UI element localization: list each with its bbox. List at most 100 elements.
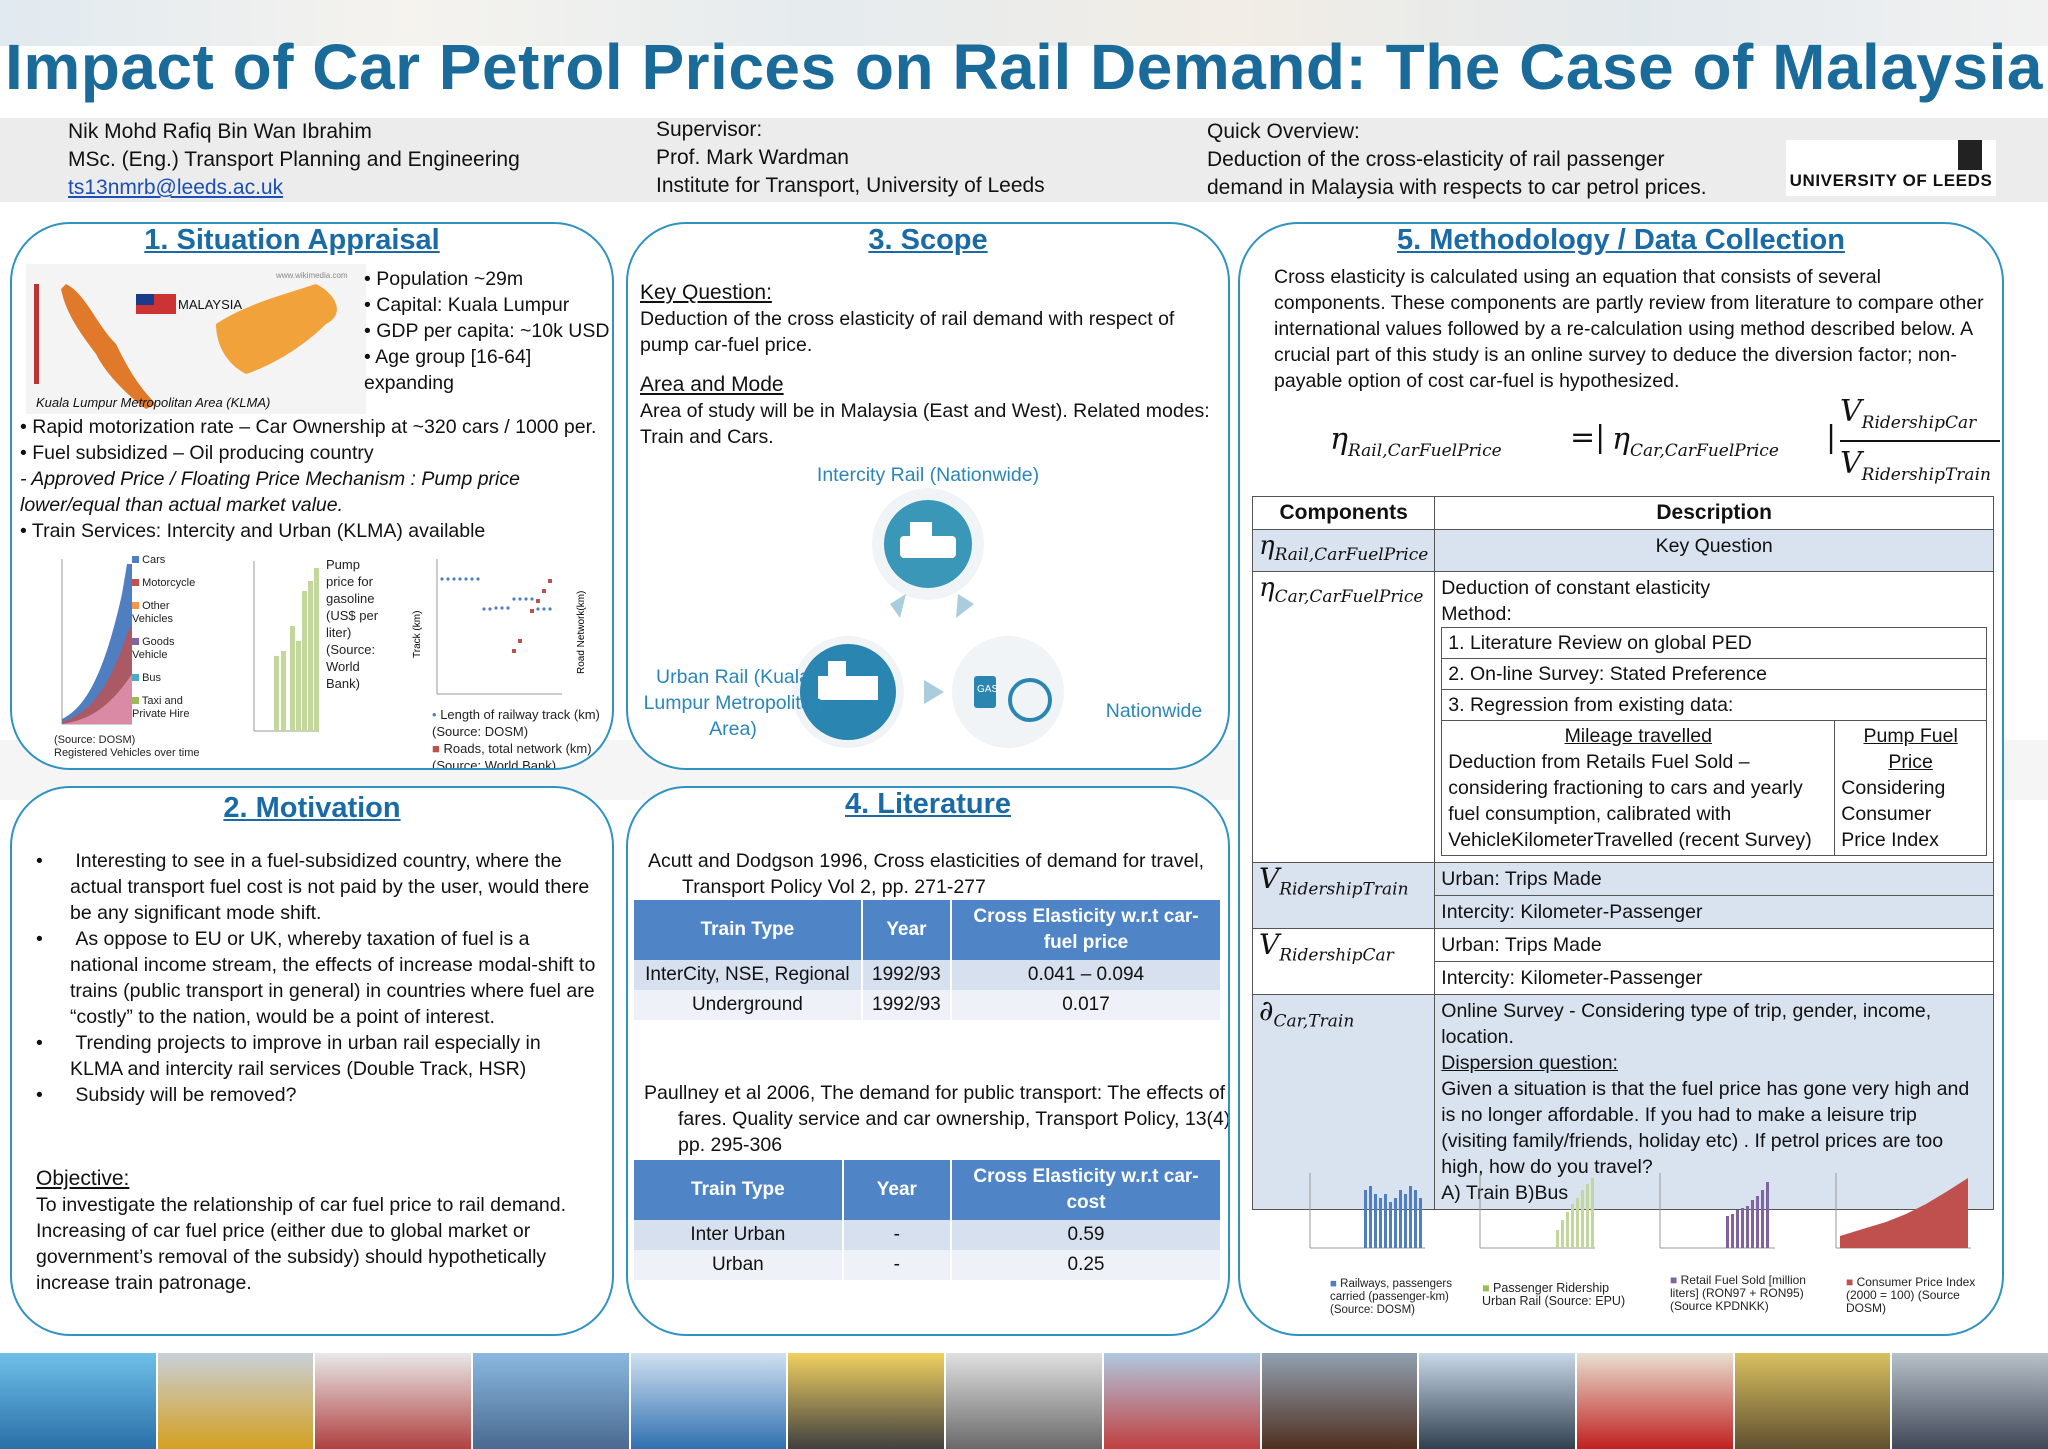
bullet-train: • Train Services: Intercity and Urban (K… bbox=[20, 520, 486, 542]
motivation-bullets: • Interesting to see in a fuel-subsidize… bbox=[36, 848, 596, 1108]
t2-header-elasticity: Cross Elasticity w.r.t car-cost bbox=[950, 1160, 1223, 1220]
author-degree: MSc. (Eng.) Transport Planning and Engin… bbox=[68, 148, 520, 171]
objective-text: To investigate the relationship of car f… bbox=[36, 1194, 567, 1294]
poster-title: Impact of Car Petrol Prices on Rail Dema… bbox=[5, 31, 2043, 103]
key-question-label: Key Question: bbox=[640, 281, 772, 304]
mini-legend-railways: ■ Railways, passengers carried (passenge… bbox=[1330, 1278, 1453, 1316]
scope-text: Key Question: Deduction of the cross ela… bbox=[640, 280, 1220, 450]
network-chart-svg: Track (km) Road Network(km) bbox=[412, 559, 587, 695]
facts-list: • Population ~29m • Capital: Kuala Lumpu… bbox=[364, 266, 610, 396]
vc-intercity: Intercity: Kilometer-Passenger bbox=[1441, 967, 1703, 990]
registered-vehicles-chart: Cars Motorcycle Other Vehicles Goods Veh… bbox=[32, 554, 202, 764]
t1-header-year: Year bbox=[861, 900, 952, 960]
objective-label: Objective: bbox=[36, 1167, 130, 1190]
motivation-bullet-2: • As oppose to EU or UK, whereby taxatio… bbox=[36, 928, 596, 1028]
key-question-text: Deduction of the cross elasticity of rai… bbox=[640, 308, 1175, 356]
map-caption: Kuala Lumpur Metropolitan Area (KLMA) bbox=[36, 395, 270, 410]
motivation-bullet-3: • Trending projects to improve in urban … bbox=[36, 1032, 541, 1080]
vehicles-chart-svg bbox=[61, 559, 132, 725]
overview-line2: demand in Malaysia with respects to car … bbox=[1207, 176, 1707, 199]
area-mode-label: Area and Mode bbox=[640, 373, 784, 396]
method-list: 1. Literature Review on global PED 2. On… bbox=[1441, 627, 1987, 721]
network-ylabel-left: Track (km) bbox=[412, 611, 423, 658]
crest-icon bbox=[1958, 140, 1982, 170]
pump-price-label: Pump Fuel Price bbox=[1863, 725, 1958, 774]
panel-motivation: 2. Motivation • Interesting to see in a … bbox=[10, 786, 614, 1336]
regression-table: Mileage travelled Deduction from Retails… bbox=[1441, 720, 1987, 857]
pump-price-text: Considering Consumer Price Index bbox=[1841, 777, 1946, 852]
logo-text: UNIVERSITY OF LEEDS bbox=[1789, 171, 1993, 190]
vt-intercity: Intercity: Kilometer-Passenger bbox=[1441, 901, 1703, 924]
pump-price-legend: Pump price for gasoline (US$ per liter) … bbox=[326, 557, 379, 691]
bullet-motorization: • Rapid motorization rate – Car Ownershi… bbox=[20, 416, 597, 438]
scope-cycle-diagram: GAS bbox=[792, 488, 1064, 748]
table-row: InterCity, NSE, Regional 1992/93 0.041 – 0… bbox=[634, 960, 1223, 990]
top-photo-strip bbox=[0, 0, 2048, 46]
t1-header-type: Train Type bbox=[634, 900, 863, 960]
panel-methodology: 5. Methodology / Data Collection Cross e… bbox=[1238, 222, 2004, 1336]
bottom-photo-strip bbox=[0, 1353, 2048, 1449]
pump-price-chart: Pump price for gasoline (US$ per liter) … bbox=[244, 556, 424, 756]
table-row: Urban -0.25 bbox=[634, 1250, 1223, 1280]
legend-taxi: Taxi and Private Hire bbox=[132, 695, 190, 720]
node-intercity-label: Intercity Rail (Nationwide) bbox=[816, 464, 1040, 486]
reference-1: Acutt and Dodgson 1996, Cross elasticiti… bbox=[648, 850, 1205, 898]
objective-block: Objective: To investigate the relationsh… bbox=[36, 1166, 596, 1296]
section-title-5: 5. Methodology / Data Collection bbox=[1397, 224, 1845, 256]
row-constant-elasticity: Deduction of constant elasticity bbox=[1441, 577, 1711, 600]
map-source: www.wikimedia.com bbox=[275, 271, 348, 280]
literature-table-2: Train Type Year Cross Elasticity w.r.t car… bbox=[634, 1160, 1223, 1280]
mini-legend-urban-rail: ■ Passenger Ridership Urban Rail (Source… bbox=[1482, 1281, 1626, 1308]
panel-literature: 4. Literature Acutt and Dodgson 1996, Cr… bbox=[626, 786, 1230, 1336]
vehicles-source: (Source: DOSM) bbox=[54, 734, 136, 746]
network-ylabel-right: Road Network(km) bbox=[576, 591, 587, 674]
network-legend: • Length of railway track (km) (Source: … bbox=[432, 706, 612, 768]
methodology-intro: Cross elasticity is calculated using an … bbox=[1274, 266, 1984, 392]
table-row: Underground 1992/93 0.017 bbox=[634, 990, 1223, 1020]
node-urban-label: Urban Rail (Kuala Lumpur Metropolitan Ar… bbox=[643, 666, 823, 740]
panel-scope: 3. Scope Key Question: Deduction of the … bbox=[626, 222, 1230, 770]
motivation-bullet-4: • Subsidy will be removed? bbox=[36, 1084, 297, 1106]
mini-chart-railways bbox=[1309, 1173, 1425, 1249]
header-description: Description bbox=[1434, 496, 1994, 530]
t2-header-year: Year bbox=[842, 1160, 952, 1220]
table-row: Inter Urban -0.59 bbox=[634, 1220, 1223, 1250]
t1-header-elasticity: Cross Elasticity w.r.t car-fuel price bbox=[950, 900, 1223, 960]
components-table: Components Description ηRail,CarFuelPrice… bbox=[1251, 496, 1994, 1211]
header-components: Components bbox=[1251, 496, 1436, 530]
pump-price-svg bbox=[253, 561, 319, 732]
mileage-label: Mileage travelled bbox=[1564, 725, 1712, 748]
row-key-question: Key Question bbox=[1434, 528, 1994, 573]
gas-pump-label: GAS bbox=[977, 684, 998, 695]
mini-chart-cpi bbox=[1835, 1173, 1971, 1249]
dispersion-label: Dispersion question: bbox=[1441, 1052, 1618, 1075]
t2-header-type: Train Type bbox=[634, 1160, 844, 1220]
method-1: 1. Literature Review on global PED bbox=[1441, 627, 1987, 660]
mini-chart-urban-rail bbox=[1479, 1173, 1595, 1249]
mini-legend-cpi: ■ Consumer Price Index (2000 = 100) (Sou… bbox=[1846, 1275, 1976, 1315]
supervisor-label: Supervisor: bbox=[656, 118, 763, 141]
vc-urban: Urban: Trips Made bbox=[1435, 929, 1993, 963]
overview-block: Quick Overview: Deduction of the cross-e… bbox=[1207, 118, 1707, 202]
map-label: MALAYSIA bbox=[178, 297, 242, 312]
legend-bus: Bus bbox=[142, 672, 162, 684]
panel-situation-appraisal: 1. Situation Appraisal MALAYSIA www.wiki… bbox=[10, 222, 614, 770]
info-bar bbox=[0, 118, 2048, 202]
network-chart: Track (km) Road Network(km) • Length of … bbox=[412, 554, 612, 768]
section-title-3: 3. Scope bbox=[868, 224, 988, 256]
fact-population: • Population ~29m bbox=[364, 268, 524, 290]
method-2: 2. On-line Survey: Stated Preference bbox=[1441, 658, 1987, 691]
supervisor-block: Supervisor: Prof. Mark Wardman Institute… bbox=[656, 116, 1045, 200]
fact-age: • Age group [16-64] bbox=[364, 346, 532, 368]
author-name: Nik Mohd Rafiq Bin Wan Ibrahim bbox=[68, 120, 372, 143]
overview-label: Quick Overview: bbox=[1207, 120, 1360, 143]
fact-age-cont: expanding bbox=[364, 372, 454, 394]
vt-urban: Urban: Trips Made bbox=[1435, 863, 1993, 897]
author-block: Nik Mohd Rafiq Bin Wan Ibrahim MSc. (Eng… bbox=[68, 118, 520, 202]
mini-charts-row: ■ Railways, passengers carried (passenge… bbox=[1260, 1168, 2000, 1328]
malaysia-map: MALAYSIA www.wikimedia.com Kuala Lumpur … bbox=[26, 264, 366, 414]
author-email-link[interactable]: ts13nmrb@leeds.ac.uk bbox=[68, 176, 284, 199]
situation-bullets: • Rapid motorization rate – Car Ownershi… bbox=[20, 414, 606, 544]
motivation-bullet-1: • Interesting to see in a fuel-subsidize… bbox=[36, 850, 590, 924]
node-nationwide-label: Nationwide bbox=[1105, 700, 1203, 722]
